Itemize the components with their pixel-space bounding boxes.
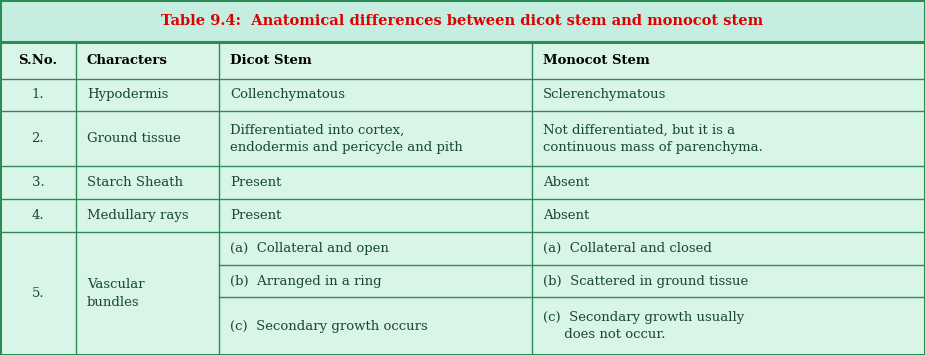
Text: Not differentiated, but it is a
continuous mass of parenchyma.: Not differentiated, but it is a continuo…: [543, 124, 763, 154]
Text: Hypodermis: Hypodermis: [87, 88, 168, 102]
Text: (b)  Scattered in ground tissue: (b) Scattered in ground tissue: [543, 274, 748, 288]
Text: Medullary rays: Medullary rays: [87, 209, 189, 222]
Text: 2.: 2.: [31, 132, 44, 146]
Text: Vascular
bundles: Vascular bundles: [87, 278, 144, 309]
Text: Sclerenchymatous: Sclerenchymatous: [543, 88, 666, 102]
Text: (a)  Collateral and closed: (a) Collateral and closed: [543, 242, 712, 255]
Text: 3.: 3.: [31, 176, 44, 189]
Text: Differentiated into cortex,
endodermis and pericycle and pith: Differentiated into cortex, endodermis a…: [230, 124, 463, 154]
Text: Collenchymatous: Collenchymatous: [230, 88, 345, 102]
Text: Table 9.4:  Anatomical differences between dicot stem and monocot stem: Table 9.4: Anatomical differences betwee…: [162, 14, 763, 28]
Text: Ground tissue: Ground tissue: [87, 132, 180, 146]
Text: (b)  Arranged in a ring: (b) Arranged in a ring: [230, 274, 382, 288]
Text: (c)  Secondary growth occurs: (c) Secondary growth occurs: [230, 320, 428, 333]
Text: 5.: 5.: [31, 287, 44, 300]
Bar: [0, 0, 925, 42]
Bar: [0, 42, 925, 355]
Text: Characters: Characters: [87, 54, 167, 67]
Text: (c)  Secondary growth usually
     does not occur.: (c) Secondary growth usually does not oc…: [543, 311, 745, 341]
Text: Absent: Absent: [543, 209, 589, 222]
Text: Absent: Absent: [543, 176, 589, 189]
Text: Present: Present: [230, 209, 282, 222]
Text: S.No.: S.No.: [18, 54, 57, 67]
Text: Dicot Stem: Dicot Stem: [230, 54, 312, 67]
Text: Starch Sheath: Starch Sheath: [87, 176, 183, 189]
Text: Monocot Stem: Monocot Stem: [543, 54, 649, 67]
Text: (a)  Collateral and open: (a) Collateral and open: [230, 242, 389, 255]
Text: 4.: 4.: [31, 209, 44, 222]
Text: 1.: 1.: [31, 88, 44, 102]
Text: Present: Present: [230, 176, 282, 189]
